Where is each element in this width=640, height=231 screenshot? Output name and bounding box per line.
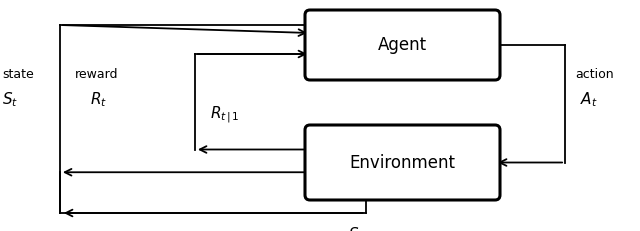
Text: $R_t$: $R_t$ bbox=[90, 91, 107, 109]
Text: $R_{t\,|\,1}$: $R_{t\,|\,1}$ bbox=[210, 105, 239, 125]
Text: Environment: Environment bbox=[349, 154, 456, 171]
FancyBboxPatch shape bbox=[305, 125, 500, 200]
Text: $S_{t+1}$: $S_{t+1}$ bbox=[348, 225, 383, 231]
Text: action: action bbox=[575, 69, 614, 82]
Text: Agent: Agent bbox=[378, 36, 427, 54]
FancyBboxPatch shape bbox=[305, 10, 500, 80]
Text: $S_t$: $S_t$ bbox=[2, 91, 18, 109]
Text: reward: reward bbox=[75, 69, 118, 82]
Text: $A_t$: $A_t$ bbox=[580, 91, 598, 109]
Text: state: state bbox=[2, 69, 34, 82]
